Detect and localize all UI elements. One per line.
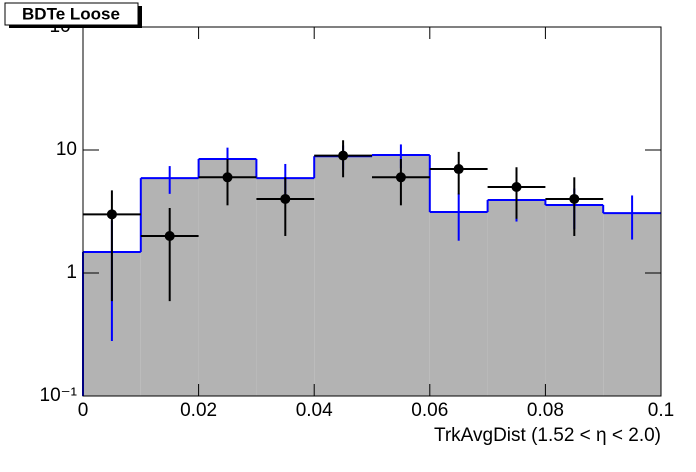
y-tick-label: 10 <box>56 139 77 160</box>
x-axis-label: TrkAvgDist (1.52 < η < 2.0) <box>434 425 661 446</box>
y-tick-label: 1 <box>66 262 77 283</box>
data-point <box>338 150 349 161</box>
x-tick-label: 0.08 <box>527 400 564 421</box>
hist-bar <box>603 213 661 396</box>
chart-title: BDTe Loose <box>22 4 120 23</box>
data-point <box>453 164 464 175</box>
hist-bar <box>314 156 372 396</box>
title-box <box>4 2 139 26</box>
hist-bar <box>429 212 488 396</box>
y-tick-label: 10⁻¹ <box>40 385 78 406</box>
data-point <box>222 172 233 183</box>
data-point <box>511 182 522 193</box>
x-tick-label: 0 <box>78 400 89 421</box>
x-tick-label: 0.02 <box>180 400 217 421</box>
x-tick-label: 0.04 <box>296 400 333 421</box>
data-point <box>164 230 175 241</box>
x-tick-label: 0.06 <box>411 400 448 421</box>
data-point <box>569 193 580 204</box>
data-point <box>280 193 291 204</box>
data-point <box>395 172 406 183</box>
hist-bar <box>545 205 604 396</box>
x-tick-label: 0.1 <box>648 400 674 421</box>
data-point <box>106 209 117 220</box>
hist-bar <box>487 200 546 396</box>
plot-frame <box>82 26 662 397</box>
